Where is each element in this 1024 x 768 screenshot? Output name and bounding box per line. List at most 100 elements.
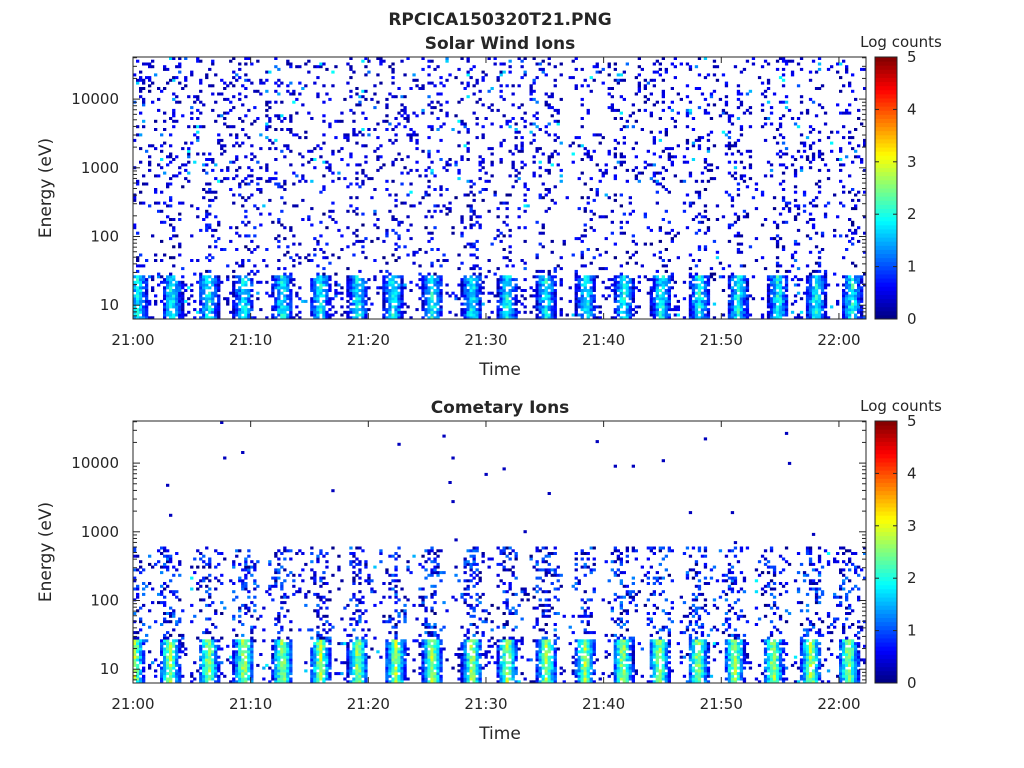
heatmap-cell (736, 106, 741, 110)
heatmap-cell (235, 261, 239, 265)
heatmap-cell (664, 67, 668, 71)
heatmap-cell (493, 272, 497, 276)
heatmap-cell (295, 253, 299, 257)
heatmap-cell (826, 67, 831, 71)
heatmap-cell (631, 286, 635, 290)
heatmap-cell (418, 286, 422, 290)
heatmap-cell (211, 297, 215, 301)
heatmap-cell (346, 294, 350, 298)
heatmap-cell (175, 289, 179, 292)
heatmap-cell (685, 141, 690, 145)
heatmap-cell (808, 283, 813, 287)
heatmap-cell (280, 209, 284, 213)
heatmap-cell (652, 138, 656, 142)
heatmap-cell (397, 223, 401, 227)
heatmap-cell (718, 97, 723, 101)
heatmap-cell (322, 275, 326, 279)
heatmap-cell (508, 259, 512, 262)
heatmap-cell (421, 84, 425, 88)
heatmap-cell (845, 111, 849, 115)
heatmap-cell (748, 177, 753, 181)
heatmap-cell (541, 280, 545, 284)
heatmap-cell (763, 138, 768, 142)
heatmap-cell (508, 289, 512, 292)
heatmap-cell (391, 81, 395, 85)
heatmap-cell (724, 100, 729, 104)
heatmap-cell (322, 119, 326, 123)
heatmap-cell (169, 674, 173, 678)
heatmap-cell (736, 278, 741, 282)
heatmap-cell (178, 299, 182, 303)
heatmap-cell (805, 308, 810, 312)
heatmap-cell (652, 308, 656, 312)
heatmap-cell (349, 152, 353, 156)
heatmap-cell (352, 209, 356, 213)
heatmap-cell (863, 87, 867, 90)
heatmap-cell (863, 231, 867, 235)
heatmap-cell (301, 103, 305, 107)
heatmap-cell (466, 59, 470, 63)
heatmap-cell (430, 280, 434, 284)
heatmap-cell (778, 182, 783, 186)
heatmap-cell (286, 280, 290, 284)
heatmap-cell (511, 297, 515, 301)
colorbar-segment (875, 122, 897, 128)
heatmap-cell (502, 289, 506, 292)
heatmap-cell (235, 78, 239, 82)
heatmap-cell (851, 283, 855, 287)
heatmap-cell (349, 95, 353, 99)
heatmap-cell (478, 160, 482, 164)
heatmap-cell (139, 190, 143, 194)
heatmap-cell (511, 163, 515, 167)
heatmap-cell (376, 57, 380, 60)
heatmap-cell (355, 275, 359, 279)
heatmap-cell (742, 215, 747, 219)
heatmap-cell (523, 163, 527, 167)
heatmap-cell (286, 297, 290, 301)
heatmap-cell (499, 299, 503, 303)
heatmap-cell (448, 294, 452, 298)
heatmap-cell (836, 62, 840, 66)
heatmap-cell (202, 310, 206, 314)
heatmap-cell (634, 119, 638, 123)
heatmap-cell (289, 228, 293, 232)
heatmap-cell (205, 212, 209, 216)
heatmap-cell (691, 201, 696, 205)
heatmap-cell (193, 272, 197, 276)
heatmap-cell (163, 669, 167, 673)
heatmap-cell (811, 308, 816, 312)
heatmap-cell (706, 275, 711, 279)
heatmap-cell (457, 119, 461, 123)
heatmap-cell (484, 188, 488, 191)
heatmap-cell (265, 179, 269, 183)
heatmap-cell (655, 190, 659, 194)
heatmap-cell (754, 182, 759, 186)
heatmap-cell (382, 305, 386, 309)
heatmap-cell (857, 108, 861, 112)
colorbar-segment (875, 192, 897, 197)
heatmap-cell (775, 269, 780, 273)
heatmap-cell (854, 302, 858, 306)
heatmap-cell (292, 89, 296, 93)
heatmap-cell (598, 305, 602, 309)
heatmap-cell (280, 286, 284, 290)
heatmap-cell (694, 278, 699, 282)
heatmap-cell (854, 316, 858, 320)
heatmap-cell (235, 305, 239, 309)
heatmap-cell (142, 294, 146, 298)
heatmap-cell (667, 286, 671, 290)
heatmap-cell (397, 237, 401, 241)
heatmap-cell (265, 114, 269, 118)
heatmap-cell (475, 286, 479, 290)
heatmap-cell (667, 308, 671, 312)
heatmap-cell (442, 84, 446, 88)
colorbar-segment (875, 77, 897, 83)
heatmap-cell (802, 149, 807, 153)
heatmap-cell (481, 291, 485, 295)
heatmap-cell (220, 179, 224, 183)
heatmap-cell (691, 316, 696, 320)
heatmap-cell (592, 297, 596, 301)
heatmap-cell (598, 253, 602, 257)
heatmap-cell (202, 305, 206, 309)
heatmap-cell (433, 302, 437, 306)
